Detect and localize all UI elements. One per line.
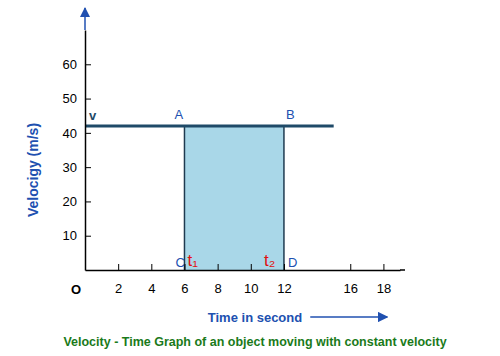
interval-edge (184, 126, 186, 270)
y-tick-label: 60 (63, 57, 77, 72)
x-tick-mark (284, 264, 285, 270)
x-title-arrow (310, 316, 387, 318)
x-tick-mark (118, 264, 119, 270)
x-tick: 8 (215, 264, 222, 296)
y-tick: 10 (63, 228, 91, 243)
x-tick-label: 6 (181, 281, 188, 296)
y-tick: 30 (63, 160, 91, 175)
interval-edge (283, 126, 285, 270)
y-tick: 20 (63, 194, 91, 209)
shaded-area (184, 126, 283, 270)
annotation: A (174, 107, 183, 122)
x-tick-label: 8 (215, 281, 222, 296)
x-tick-label: 2 (115, 281, 122, 296)
x-tick-mark (218, 264, 219, 270)
y-tick-label: 50 (63, 91, 77, 106)
y-tick-mark (85, 133, 91, 134)
velocity-line (85, 125, 334, 128)
x-tick: 18 (377, 264, 391, 296)
x-tick-mark (383, 264, 384, 270)
x-axis-extension (400, 269, 405, 271)
y-tick-label: 20 (63, 194, 77, 209)
y-tick-mark (85, 201, 91, 202)
x-tick-label: 18 (377, 281, 391, 296)
y-axis-arrow (84, 8, 86, 30)
x-axis: 2 4 6 8 10 12 16 18 (86, 264, 401, 296)
chart: 2 4 6 8 10 12 16 18 10 20 30 40 50 60 Ov A B C Dt₁ t₂ Veloci… (0, 0, 500, 356)
annotation: t₁ (187, 251, 198, 270)
y-tick-mark (85, 64, 91, 65)
y-axis: 10 20 30 40 50 60 (63, 31, 91, 271)
x-axis-title: Time in second (208, 310, 302, 325)
annotation: B (286, 107, 295, 122)
annotation: D (288, 255, 297, 270)
annotation: C (175, 255, 184, 270)
x-tick-mark (151, 264, 152, 270)
y-tick: 40 (63, 126, 91, 141)
chart-title: Velocity - Time Graph of an object movin… (63, 335, 446, 349)
x-tick: 2 (115, 264, 122, 296)
annotation: O (71, 282, 81, 297)
y-axis-line (85, 31, 87, 271)
x-tick-mark (350, 264, 351, 270)
y-tick-label: 40 (63, 126, 77, 141)
plot-area (85, 126, 334, 270)
y-tick: 50 (63, 91, 91, 106)
x-tick-label: 10 (244, 281, 258, 296)
y-tick-mark (85, 99, 91, 100)
y-tick-label: 10 (63, 228, 77, 243)
x-tick: 10 (244, 264, 258, 296)
annotation: v (89, 108, 97, 123)
y-tick-mark (85, 236, 91, 237)
y-tick: 60 (63, 57, 91, 72)
x-tick: 4 (148, 264, 155, 296)
y-tick-label: 30 (63, 160, 77, 175)
y-tick-mark (85, 167, 91, 168)
y-axis-title: Velocigy (m/s) (25, 123, 41, 217)
annotation: t₂ (264, 251, 275, 270)
x-tick-label: 4 (148, 281, 155, 296)
x-axis-line (86, 270, 401, 272)
x-tick-label: 12 (277, 281, 291, 296)
x-tick: 16 (344, 264, 358, 296)
x-tick-mark (251, 264, 252, 270)
x-tick-label: 16 (344, 281, 358, 296)
